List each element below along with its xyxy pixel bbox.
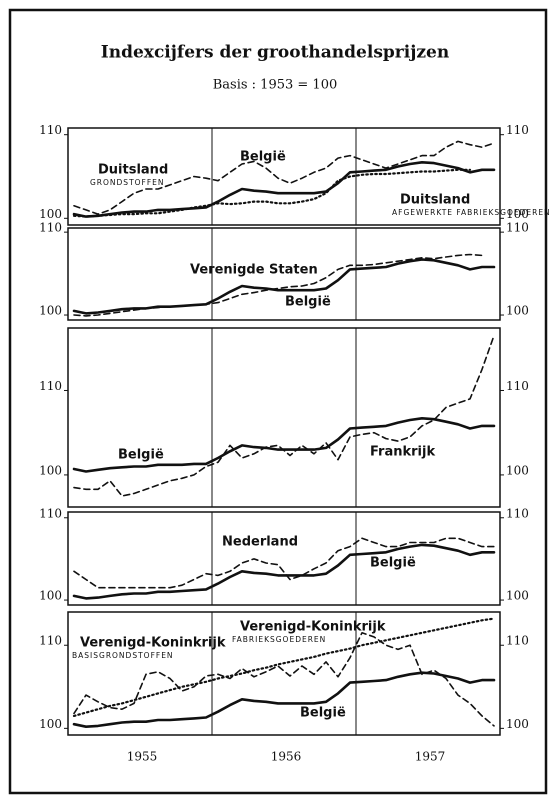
y-tick-label: 110 [506, 123, 529, 137]
title: Indexcijfers der groothandelsprijzen [101, 43, 449, 63]
y-tick-label: 110 [39, 221, 62, 235]
y-tick-label: 100 [39, 207, 62, 221]
y-tick-label: 110 [506, 506, 529, 520]
panel-frame [67, 227, 501, 321]
series-label: België [300, 706, 346, 721]
y-tick-label: 110 [39, 123, 62, 137]
subtitle: Basis : 1953 = 100 [213, 78, 338, 93]
y-tick-label: 110 [506, 221, 529, 235]
series-label: België [118, 448, 164, 463]
y-tick-label: 110 [506, 379, 529, 393]
series-line [73, 140, 495, 215]
y-tick-label: 110 [39, 379, 62, 393]
series-sublabel: BASISGRONDSTOFFEN [72, 651, 174, 660]
y-tick-label: 110 [39, 506, 62, 520]
series-line [73, 334, 495, 497]
series-line [72, 617, 496, 717]
x-tick-label: 1956 [271, 750, 302, 764]
panel-frame [67, 127, 501, 226]
series-sublabel: FABRIEKSGOEDEREN [232, 635, 326, 644]
series-line [72, 671, 496, 728]
series-label: Frankrijk [370, 445, 435, 460]
y-tick-label: 110 [39, 634, 62, 648]
panel-frame [67, 511, 501, 606]
series-line [73, 632, 495, 727]
frame [8, 8, 548, 795]
series-label: Verenigde Staten [190, 263, 318, 278]
series-line [72, 161, 496, 218]
y-tick-label: 100 [39, 463, 62, 477]
series-label: Duitsland [400, 193, 470, 208]
series-label: België [285, 295, 331, 310]
series-label: Duitsland [98, 163, 168, 178]
y-tick-label: 100 [506, 717, 529, 731]
series-line [73, 253, 483, 317]
series-label: Verenigd-Koninkrijk [80, 636, 226, 651]
series-label: Nederland [222, 535, 298, 550]
y-tick-label: 100 [506, 589, 529, 603]
series-line [72, 543, 496, 600]
x-tick-label: 1955 [127, 750, 158, 764]
series-label: België [370, 556, 416, 571]
panel-frame [67, 611, 501, 736]
y-tick-label: 100 [39, 589, 62, 603]
y-tick-label: 100 [506, 463, 529, 477]
y-tick-label: 110 [506, 634, 529, 648]
x-tick-label: 1957 [415, 750, 446, 764]
panel-frame [67, 327, 501, 508]
y-tick-label: 100 [39, 304, 62, 318]
series-line [73, 537, 495, 589]
y-tick-label: 100 [39, 717, 62, 731]
series-sublabel: GRONDSTOFFEN [90, 178, 165, 187]
y-tick-label: 100 [506, 207, 529, 221]
series-label: Verenigd-Koninkrijk [240, 620, 386, 635]
series-sublabel: AFGEWERKTE FABRIEKSGOEDEREN [392, 208, 551, 217]
y-tick-label: 100 [506, 304, 529, 318]
series-label: België [240, 150, 286, 165]
series-line [72, 168, 472, 218]
